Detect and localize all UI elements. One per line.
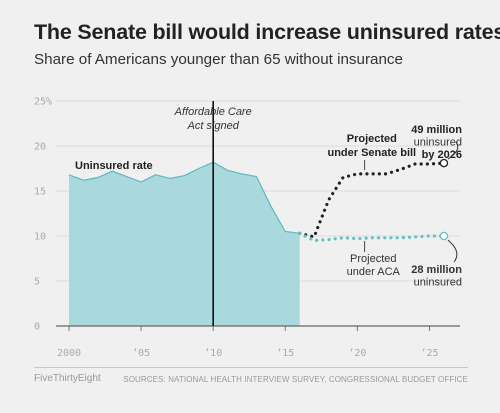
aca-endpoint-label: 28 million uninsured: [411, 264, 462, 289]
aca-endpoint-marker: [439, 231, 449, 241]
y-axis-ticks: 0 5 10 15 20 25%: [34, 97, 52, 333]
x-tick-label: ’10: [204, 348, 222, 359]
x-tick-label: ’15: [276, 348, 294, 359]
aca-projection-label-line: under ACA: [347, 266, 401, 278]
aca-signed-label-line: Act signed: [187, 120, 240, 132]
senate-endpoint-label-line: uninsured: [414, 137, 462, 149]
chart-subtitle: Share of Americans younger than 65 witho…: [34, 51, 403, 68]
aca-signed-label: Affordable Care Act signed: [174, 106, 252, 132]
y-tick-label: 0: [34, 322, 40, 333]
footer-brand: FiveThirtyEight: [34, 373, 101, 384]
chart-title: The Senate bill would increase uninsured…: [34, 20, 500, 44]
senate-endpoint-marker: [439, 158, 449, 168]
senate-projection-line: [298, 161, 446, 239]
x-axis-ticks: 2000 ’05 ’10 ’15 ’20 ’25: [57, 326, 439, 359]
senate-projection-label: Projected under Senate bill: [327, 133, 416, 159]
y-tick-label: 10: [34, 232, 46, 243]
uninsured-rate-label: Uninsured rate: [75, 160, 153, 172]
senate-projection-label-line: under Senate bill: [327, 147, 416, 159]
y-tick-label: 20: [34, 142, 46, 153]
x-tick-label: ’25: [420, 348, 438, 359]
aca-projection-label: Projected under ACA: [347, 253, 401, 278]
footer-divider: [34, 367, 468, 368]
aca-projection-line: [298, 231, 446, 243]
uninsured-rate-area: [69, 162, 300, 326]
aca-endpoint-arrow: [447, 239, 458, 263]
x-tick-label: ’05: [132, 348, 150, 359]
footer-sources: SOURCES: NATIONAL HEALTH INTERVIEW SURVE…: [123, 375, 468, 384]
senate-endpoint-label-line: 49 million: [411, 124, 462, 136]
aca-endpoint-label-line: uninsured: [414, 277, 462, 289]
senate-endpoint-label-line: by 2026: [422, 149, 462, 161]
y-tick-label: 5: [34, 277, 40, 288]
x-tick-label: 2000: [57, 348, 81, 359]
uninsured-rate-line: [68, 161, 300, 234]
senate-endpoint-label: 49 million uninsured by 2026: [411, 124, 462, 161]
x-tick-label: ’20: [348, 348, 366, 359]
aca-projection-label-line: Projected: [350, 253, 396, 265]
y-tick-label: 15: [34, 187, 46, 198]
aca-endpoint-label-line: 28 million: [411, 264, 462, 276]
aca-signed-label-line: Affordable Care: [174, 106, 252, 118]
senate-projection-label-line: Projected: [347, 133, 397, 145]
y-tick-label: 25%: [34, 97, 52, 108]
senate-endpoint-arrow: [447, 141, 459, 160]
